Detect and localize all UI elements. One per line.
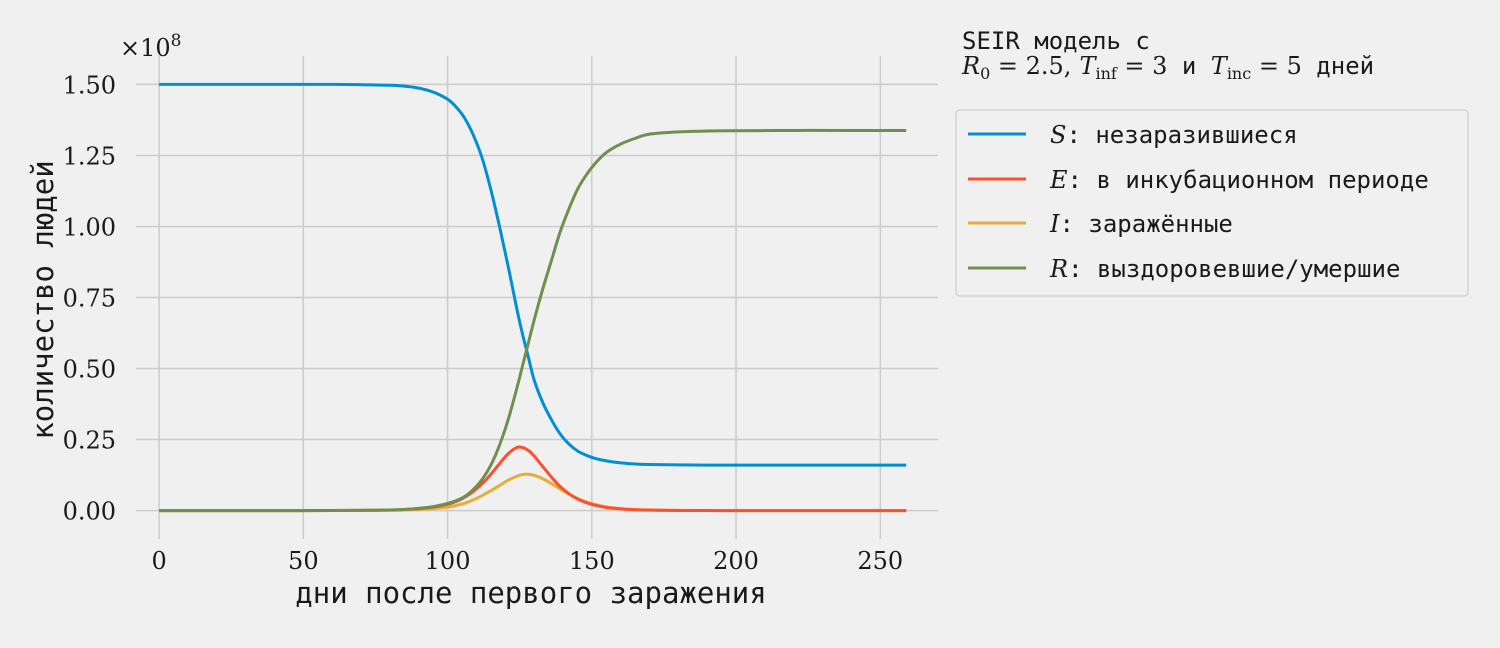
y-tick-label: 1.00 xyxy=(63,213,116,241)
x-tick-label: 150 xyxy=(569,547,615,575)
legend-frame xyxy=(955,109,1469,297)
legend-item-i: I: заражённые xyxy=(1049,210,1233,238)
y-tick-label: 0.00 xyxy=(63,498,116,526)
y-tick-label: 1.25 xyxy=(63,142,116,170)
title-line-2: R0 = 2.5, Tinf = 3 и Tinc = 5 дней xyxy=(961,52,1374,83)
series-lines xyxy=(159,82,907,513)
series-line-s xyxy=(159,82,907,467)
y-axis-label: количество людей xyxy=(26,160,60,439)
x-tick-label: 50 xyxy=(288,547,319,575)
series-line-e xyxy=(159,445,907,513)
y-tick-label: 0.25 xyxy=(63,427,116,455)
x-tick-label: 200 xyxy=(713,547,759,575)
x-tick-label: 0 xyxy=(151,547,166,575)
series-line-i xyxy=(159,472,907,513)
legend-item-r: R: выздоровевшие/умершие xyxy=(1049,255,1400,283)
y-multiplier: ×108 xyxy=(120,31,181,62)
legend-item-e: E: в инкубационном периоде xyxy=(1049,166,1429,194)
legend-item-s: S: незаразившиеся xyxy=(1050,121,1298,149)
y-tick-label: 1.50 xyxy=(63,71,116,99)
y-tick-label: 0.50 xyxy=(63,356,116,384)
title-line-1: SEIR модель с xyxy=(962,27,1150,55)
legend: S: незаразившиеся E: в инкубационном пер… xyxy=(955,109,1469,297)
x-axis-label: дни после первого заражения xyxy=(295,576,766,610)
x-tick-label: 250 xyxy=(857,547,903,575)
tick-labels: 0 50 100 150 200 250 0.00 0.25 0.50 0.75 1.00 1.25 1… xyxy=(63,71,904,575)
series-line-r xyxy=(159,128,907,513)
y-tick-label: 0.75 xyxy=(63,285,116,313)
x-tick-label: 100 xyxy=(425,547,471,575)
grid xyxy=(136,56,938,539)
